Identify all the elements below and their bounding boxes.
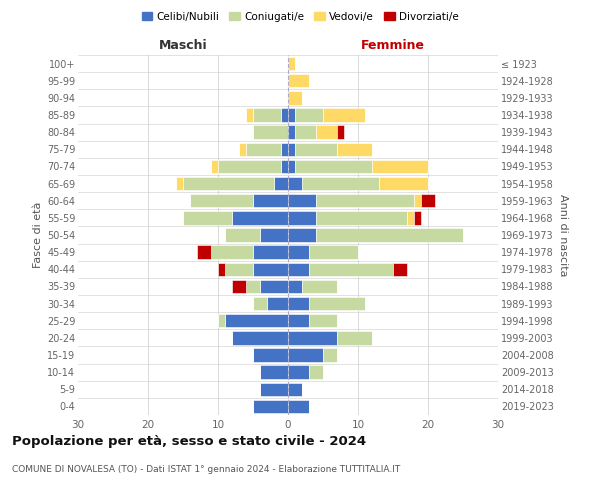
Bar [211,246,253,259]
Bar [267,297,288,310]
Bar [337,331,372,344]
Bar [288,194,316,207]
Bar [414,211,421,224]
Bar [232,211,288,224]
Bar [337,126,344,139]
Bar [379,177,428,190]
Bar [309,314,337,328]
Bar [302,177,379,190]
Bar [309,246,358,259]
Bar [407,211,414,224]
Bar [288,142,295,156]
Bar [176,177,183,190]
Bar [323,108,365,122]
Bar [260,366,288,379]
Bar [253,194,288,207]
Bar [288,331,337,344]
Bar [253,262,288,276]
Bar [253,126,288,139]
Bar [253,348,288,362]
Bar [218,262,225,276]
Bar [316,228,463,241]
Bar [218,314,225,328]
Bar [421,194,435,207]
Bar [414,194,421,207]
Bar [393,262,407,276]
Bar [239,142,246,156]
Bar [288,246,309,259]
Text: Maschi: Maschi [158,38,208,52]
Bar [253,297,267,310]
Bar [253,246,288,259]
Bar [288,126,295,139]
Bar [316,126,337,139]
Bar [232,280,246,293]
Bar [288,400,309,413]
Text: COMUNE DI NOVALESA (TO) - Dati ISTAT 1° gennaio 2024 - Elaborazione TUTTITALIA.I: COMUNE DI NOVALESA (TO) - Dati ISTAT 1° … [12,465,400,474]
Bar [260,382,288,396]
Bar [288,314,309,328]
Bar [288,382,302,396]
Bar [309,297,365,310]
Bar [281,160,288,173]
Bar [323,348,337,362]
Bar [225,228,260,241]
Bar [288,348,323,362]
Bar [281,108,288,122]
Bar [246,142,281,156]
Bar [316,194,414,207]
Bar [295,160,372,173]
Text: Popolazione per età, sesso e stato civile - 2024: Popolazione per età, sesso e stato civil… [12,435,366,448]
Bar [190,194,253,207]
Bar [302,280,337,293]
Bar [288,228,316,241]
Bar [316,211,407,224]
Bar [288,366,309,379]
Bar [288,74,309,88]
Bar [225,314,288,328]
Bar [274,177,288,190]
Bar [218,160,281,173]
Bar [372,160,428,173]
Bar [253,108,281,122]
Bar [288,160,295,173]
Bar [288,297,309,310]
Bar [288,91,302,104]
Legend: Celibi/Nubili, Coniugati/e, Vedovi/e, Divorziati/e: Celibi/Nubili, Coniugati/e, Vedovi/e, Di… [137,8,463,26]
Bar [246,108,253,122]
Bar [288,262,309,276]
Bar [211,160,218,173]
Y-axis label: Fasce di età: Fasce di età [32,202,43,268]
Bar [253,400,288,413]
Bar [183,211,232,224]
Bar [232,331,288,344]
Bar [288,108,295,122]
Bar [295,142,337,156]
Bar [288,280,302,293]
Bar [309,262,393,276]
Bar [288,57,295,70]
Text: Femmine: Femmine [361,38,425,52]
Bar [295,126,316,139]
Bar [337,142,372,156]
Bar [183,177,274,190]
Bar [246,280,260,293]
Bar [295,108,323,122]
Bar [225,262,253,276]
Bar [281,142,288,156]
Bar [288,177,302,190]
Bar [309,366,323,379]
Bar [197,246,211,259]
Bar [260,228,288,241]
Y-axis label: Anni di nascita: Anni di nascita [558,194,568,276]
Bar [260,280,288,293]
Bar [288,211,316,224]
